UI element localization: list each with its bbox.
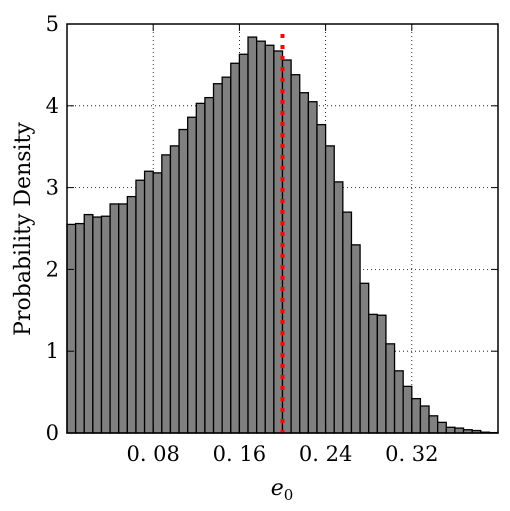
histogram-bar bbox=[187, 116, 197, 434]
histogram-bar bbox=[428, 415, 439, 434]
y-tick-label: 5 bbox=[46, 12, 59, 36]
x-axis-label: e0 bbox=[271, 476, 294, 504]
histogram-bar bbox=[333, 181, 344, 434]
histogram-bar bbox=[350, 244, 361, 434]
histogram-bar bbox=[109, 203, 120, 434]
histogram-bar bbox=[238, 53, 249, 434]
histogram-bar bbox=[178, 128, 189, 434]
histogram-bar bbox=[264, 44, 275, 434]
histogram-bar bbox=[169, 145, 180, 434]
y-tick-label: 4 bbox=[46, 94, 59, 118]
x-tick-label: 0. 32 bbox=[385, 442, 438, 466]
histogram-bar bbox=[100, 215, 111, 434]
histogram-bar bbox=[290, 74, 301, 434]
x-axis-label-main: e bbox=[271, 476, 284, 501]
x-tick-label: 0. 16 bbox=[213, 442, 266, 466]
histogram-bar bbox=[204, 96, 215, 434]
tick-labels: 0. 08 0. 16 0. 24 0. 32 0 1 2 3 4 5 bbox=[46, 12, 439, 466]
histogram-bar bbox=[212, 83, 223, 434]
histogram-bar bbox=[359, 282, 370, 434]
y-tick-label: 2 bbox=[46, 257, 59, 281]
histogram-bar bbox=[437, 421, 447, 434]
histogram-bar bbox=[342, 211, 353, 434]
y-tick-label: 3 bbox=[46, 176, 59, 200]
histogram-bar bbox=[299, 92, 310, 434]
histogram-bar bbox=[195, 102, 206, 434]
y-tick-label: 0 bbox=[46, 421, 59, 445]
histogram-bar bbox=[393, 370, 404, 434]
histogram-bar bbox=[221, 76, 232, 434]
histogram-bar bbox=[230, 62, 241, 434]
histogram-bar bbox=[126, 195, 137, 434]
histogram-bar bbox=[161, 154, 172, 434]
histogram-bar bbox=[324, 145, 335, 434]
axis-ticks bbox=[67, 23, 498, 434]
histogram-bar bbox=[419, 405, 430, 434]
histogram-bar bbox=[92, 216, 103, 434]
histogram-bar bbox=[152, 172, 163, 434]
histogram-bar bbox=[135, 179, 146, 434]
histogram-bar bbox=[118, 203, 128, 434]
histogram-bar bbox=[316, 123, 327, 434]
histogram-bar bbox=[402, 385, 413, 434]
histogram-bar bbox=[445, 426, 456, 434]
y-tick-label: 1 bbox=[46, 339, 59, 363]
x-axis-label-subscript: 0 bbox=[284, 486, 294, 504]
histogram-bar bbox=[247, 36, 258, 434]
histogram-bar bbox=[385, 343, 396, 434]
histogram-bar bbox=[255, 40, 266, 434]
histogram-bar bbox=[376, 314, 387, 434]
histogram-bar bbox=[307, 101, 318, 434]
histogram-bar bbox=[83, 213, 94, 434]
histogram-bar bbox=[66, 223, 77, 434]
plot-frame bbox=[66, 23, 499, 434]
histogram-bar bbox=[143, 170, 154, 434]
x-tick-label: 0. 24 bbox=[299, 442, 352, 466]
y-axis-label: Probability Density bbox=[11, 122, 36, 336]
histogram-bar bbox=[411, 397, 422, 434]
histogram-bar bbox=[74, 222, 85, 434]
x-tick-label: 0. 08 bbox=[126, 442, 179, 466]
histogram-bar bbox=[368, 313, 378, 434]
